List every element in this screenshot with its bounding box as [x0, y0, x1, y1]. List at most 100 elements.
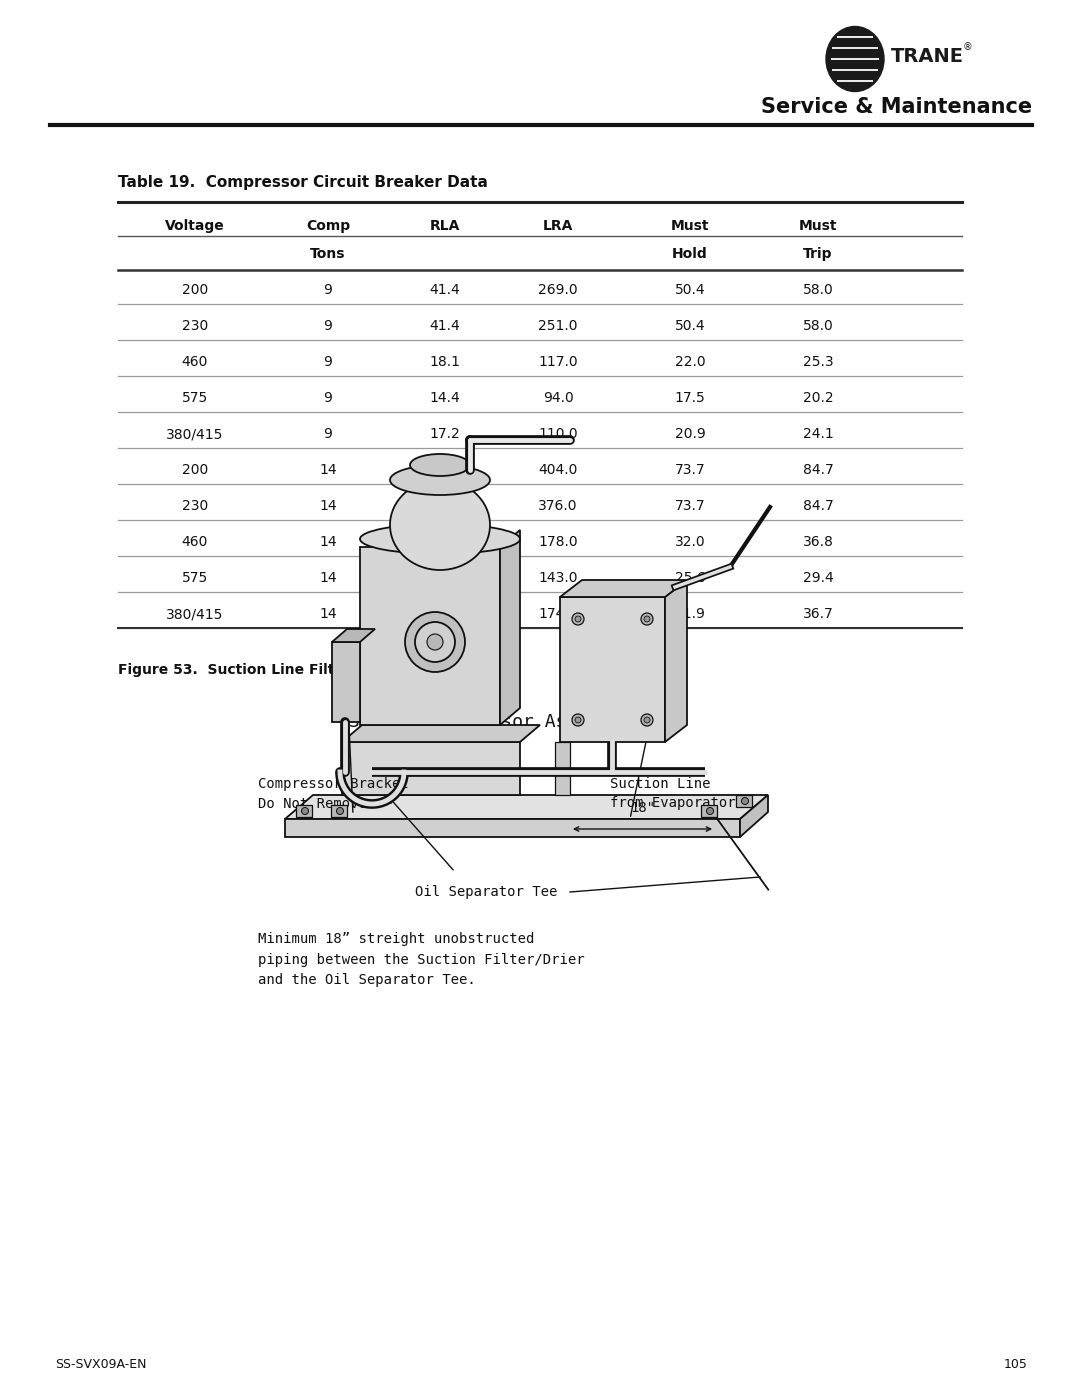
Text: Table 19.  Compressor Circuit Breaker Data: Table 19. Compressor Circuit Breaker Dat… — [118, 175, 488, 190]
Text: 14: 14 — [320, 535, 337, 549]
Text: 230: 230 — [181, 319, 208, 332]
Circle shape — [572, 714, 584, 726]
Circle shape — [575, 717, 581, 724]
Text: 575: 575 — [181, 571, 208, 585]
Circle shape — [644, 616, 650, 622]
Text: 36.8: 36.8 — [802, 535, 834, 549]
Text: 269.0: 269.0 — [538, 284, 578, 298]
Text: 117.0: 117.0 — [538, 355, 578, 369]
Text: 174.0: 174.0 — [538, 608, 578, 622]
Text: 200: 200 — [181, 462, 208, 476]
Circle shape — [575, 616, 581, 622]
Text: 251.0: 251.0 — [538, 319, 578, 332]
Text: 14: 14 — [320, 571, 337, 585]
Text: 9: 9 — [324, 391, 333, 405]
Bar — [561, 597, 665, 742]
Polygon shape — [342, 725, 540, 742]
Text: 178.0: 178.0 — [538, 535, 578, 549]
Text: 25.3: 25.3 — [802, 355, 834, 369]
Text: 200: 200 — [181, 284, 208, 298]
Text: 58.0: 58.0 — [802, 284, 834, 298]
Text: 380/415: 380/415 — [166, 608, 224, 622]
Text: 73.7: 73.7 — [675, 462, 705, 476]
Text: 31.9: 31.9 — [675, 608, 705, 622]
Ellipse shape — [360, 524, 519, 555]
Text: Voltage: Voltage — [165, 219, 225, 233]
Text: 36.7: 36.7 — [802, 608, 834, 622]
Text: 50.4: 50.4 — [675, 319, 705, 332]
Text: 58.0: 58.0 — [802, 319, 834, 332]
Circle shape — [572, 613, 584, 624]
Text: 17.2: 17.2 — [430, 427, 460, 441]
Text: Must: Must — [671, 219, 710, 233]
Ellipse shape — [826, 27, 885, 91]
Text: 26.3: 26.3 — [430, 535, 460, 549]
Bar — [735, 795, 752, 807]
Text: Service & Maintenance: Service & Maintenance — [761, 96, 1032, 117]
Text: 20.9: 20.9 — [675, 427, 705, 441]
Circle shape — [642, 613, 653, 624]
Text: Comp: Comp — [306, 219, 350, 233]
Circle shape — [415, 622, 455, 662]
Polygon shape — [555, 742, 570, 795]
Text: Hold: Hold — [672, 247, 707, 261]
Text: Compressor Bracket
Do Not Remove: Compressor Bracket Do Not Remove — [258, 777, 408, 810]
Text: 376.0: 376.0 — [538, 499, 578, 513]
Text: 25.6: 25.6 — [675, 571, 705, 585]
Text: 18": 18" — [630, 800, 656, 814]
Bar — [701, 805, 717, 817]
Text: Must: Must — [799, 219, 837, 233]
Text: 22.0: 22.0 — [675, 355, 705, 369]
Circle shape — [706, 807, 714, 814]
Text: RLA: RLA — [430, 219, 460, 233]
Text: 30 Ton Compressor Assembly: 30 Ton Compressor Assembly — [349, 712, 632, 731]
Text: Minimum 18” streight unobstructed
piping between the Suction Filter/Drier
and th: Minimum 18” streight unobstructed piping… — [258, 932, 584, 988]
Text: Tons: Tons — [310, 247, 346, 261]
Ellipse shape — [390, 465, 490, 495]
Text: 110.0: 110.0 — [538, 427, 578, 441]
Ellipse shape — [390, 481, 490, 570]
Text: Oil Separator Tee: Oil Separator Tee — [415, 886, 557, 900]
Circle shape — [405, 612, 465, 672]
Circle shape — [642, 714, 653, 726]
Text: 50.4: 50.4 — [675, 284, 705, 298]
Polygon shape — [561, 580, 687, 597]
Text: 84.7: 84.7 — [802, 499, 834, 513]
Text: 460: 460 — [181, 535, 208, 549]
Polygon shape — [500, 529, 519, 725]
Polygon shape — [740, 795, 768, 837]
Polygon shape — [665, 580, 687, 742]
Text: 17.5: 17.5 — [675, 391, 705, 405]
Text: 575: 575 — [181, 391, 208, 405]
Circle shape — [427, 634, 443, 650]
Text: 14.4: 14.4 — [430, 391, 460, 405]
Text: 32.0: 32.0 — [675, 535, 705, 549]
Polygon shape — [285, 795, 768, 819]
Text: 9: 9 — [324, 284, 333, 298]
Text: 105: 105 — [1004, 1358, 1028, 1372]
Bar — [360, 548, 500, 725]
Circle shape — [644, 717, 650, 724]
Text: 404.0: 404.0 — [538, 462, 578, 476]
Text: 14: 14 — [320, 608, 337, 622]
Text: Trip: Trip — [804, 247, 833, 261]
Text: 14: 14 — [320, 462, 337, 476]
Text: 94.0: 94.0 — [542, 391, 573, 405]
Text: 21.0: 21.0 — [430, 571, 460, 585]
Text: TRANE: TRANE — [891, 47, 964, 67]
Text: 9: 9 — [324, 427, 333, 441]
Text: LRA: LRA — [543, 219, 573, 233]
Text: 460: 460 — [181, 355, 208, 369]
Text: 73.7: 73.7 — [675, 499, 705, 513]
Circle shape — [301, 807, 309, 814]
Polygon shape — [285, 819, 740, 837]
Text: 29.4: 29.4 — [802, 571, 834, 585]
Circle shape — [742, 798, 748, 805]
Text: 60.5: 60.5 — [430, 462, 460, 476]
Text: 24.1: 24.1 — [802, 427, 834, 441]
Bar — [330, 805, 347, 817]
Polygon shape — [342, 742, 519, 795]
Polygon shape — [332, 629, 375, 643]
Text: 14: 14 — [320, 499, 337, 513]
Ellipse shape — [410, 454, 470, 476]
